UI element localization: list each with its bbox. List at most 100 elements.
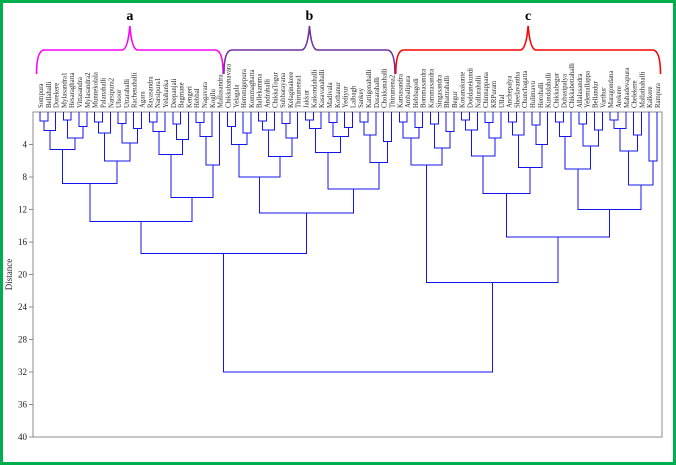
leaf-label: Chunchagatta [522, 71, 529, 108]
leaf-label: Ullal [499, 94, 506, 108]
leaf-label: Arekere [616, 86, 623, 108]
y-tick-label: 40 [18, 432, 28, 442]
leaf-label: Konanakunte [460, 72, 467, 108]
leaf-label: Andrahalli [264, 79, 271, 108]
leaf-label: Varthur [600, 87, 607, 108]
cluster-a-letter: a [126, 9, 133, 24]
leaf-label: Kattigenahalli [366, 69, 373, 108]
leaf-label: Chelekere [632, 80, 639, 108]
leaf-label: Kasavanahalli [319, 69, 326, 108]
leaf-label: Agara [140, 91, 147, 108]
leaf-label: Chikkabanavara [225, 64, 232, 108]
leaf-label: Doddanekundi [468, 68, 475, 108]
leaf-label: Kelaginakere [288, 72, 295, 108]
leaf-label: ChikkaTogur [272, 71, 279, 108]
leaf-label: Mallasandra [218, 74, 225, 108]
y-tick-label: 16 [18, 237, 28, 247]
leaf-label: Thirumena1 [296, 75, 303, 108]
leaf-label: Ulsoor [116, 89, 123, 108]
leaf-label: Mahadevapura [624, 68, 631, 108]
leaf-label: Sankey [358, 87, 365, 108]
leaf-label: Kogilu [210, 89, 217, 108]
leaf-label: Dubasipalya [561, 74, 568, 108]
y-tick-label: 28 [18, 335, 28, 345]
leaf-label: Palanahalli [100, 78, 107, 108]
leaf-label: Narsipura1 [155, 78, 162, 108]
y-tick-label: 20 [18, 270, 28, 280]
leaf-label: Chokkanahalli [382, 68, 389, 108]
leaf-label: Chinnappana [483, 72, 490, 108]
y-tick-label: 12 [18, 205, 27, 215]
leaf-label: Kengeri [186, 86, 193, 108]
cluster-b-brace [223, 25, 396, 75]
leaf-label: Lalbagh [350, 85, 357, 108]
leaf-label: Uttarahalli [124, 79, 131, 108]
y-axis-title: Distance [4, 259, 14, 291]
leaf-label: Kammasandra [429, 69, 436, 108]
leaf-label: Yelagala [233, 85, 240, 108]
leaf-label: Sompura [38, 83, 45, 108]
leaf-label: Kothanur [335, 82, 342, 108]
leaf-label: Jakkur [304, 89, 311, 108]
leaf-label: Bagmane [179, 82, 186, 108]
leaf-label: Narsipura2 [108, 77, 115, 108]
leaf-label: Yediyur [343, 86, 350, 108]
leaf-label: Dasarahalli [374, 77, 381, 108]
cluster-a-brace [35, 25, 224, 75]
leaf-label: Rampura [655, 83, 662, 108]
leaf-label: Rachenahalli [132, 72, 139, 108]
leaf-label: Hemmigepura [241, 69, 248, 108]
leaf-label: Munnekolala [93, 72, 100, 108]
leaf-label: Yelahanka [163, 80, 170, 108]
leaf-label: Kalkere [647, 86, 654, 108]
leaf-label: Hesaraghatta [69, 73, 76, 108]
leaf-label: Dorekere [54, 83, 61, 108]
leaf-label: Singasandra [436, 75, 443, 108]
leaf-label: Deepanjali [171, 78, 178, 108]
leaf-label: Mallathahalli [639, 72, 646, 108]
leaf-label: Sheelavantha [514, 72, 521, 108]
leaf-label: Subbarayana [280, 73, 287, 108]
leaf-label: Chikkabettahalli [569, 63, 576, 108]
dendrogram-links [39, 112, 658, 373]
dendrogram-chart: 4 8 12 16 20 24 28 32 36 40 Distance Sompura Bellaha… [4, 9, 663, 442]
y-tick-label: 36 [18, 400, 28, 410]
leaf-label: Rayasandra [147, 76, 154, 108]
leaf-label: Nallurahalli [475, 75, 482, 108]
leaf-label: Madivala [327, 82, 334, 108]
leaf-label: Bommasandra [421, 69, 428, 108]
leaf-label: Chikkabegur [553, 72, 560, 108]
leaf-label: Kommaghatta [249, 69, 256, 108]
leaf-label: Bhattrahalli [444, 76, 451, 108]
leaf-label: Begur [452, 91, 459, 108]
leaf-label: Ballekamma [257, 74, 264, 108]
leaf-label: Nagavara [202, 82, 209, 108]
leaf-label: Vittasandra [77, 77, 84, 108]
leaf-label: Hulimavu [530, 80, 537, 108]
y-tick-label: 8 [23, 172, 28, 182]
leaf-label: Kundalahalli [546, 73, 553, 108]
leaf-label: Bellandur [593, 80, 600, 108]
cluster-c-letter: c [525, 9, 531, 24]
cluster-c-brace [394, 25, 662, 75]
leaf-label: Herohalli [538, 82, 545, 108]
y-tick-label: 4 [23, 140, 28, 150]
leaf-label: Kaikondahalli [311, 69, 318, 108]
leaf-label: Yelemallappa [585, 71, 592, 108]
leaf-label: Thirumena2 [389, 74, 396, 108]
leaf-label: KRPuram [491, 80, 498, 108]
leaf-label: Ambalipura [405, 76, 412, 108]
leaf-label: Maragondana [608, 71, 615, 108]
leaf-label: Hebbal [194, 88, 201, 108]
leaf-label: Kamasandra [397, 74, 404, 108]
leaf-label: Mylasandra2 [85, 72, 92, 108]
leaf-label: Anchepalya [507, 76, 514, 108]
y-tick-label: 24 [18, 302, 28, 312]
leaf-label: Mylasandra1 [61, 73, 68, 109]
leaf-label: Hebbagodi [413, 78, 420, 108]
cluster-b-letter: b [306, 9, 314, 24]
leaf-label: Allalasandra [577, 74, 584, 108]
leaf-label: Bellahalli [46, 81, 53, 108]
y-tick-label: 32 [18, 367, 27, 377]
